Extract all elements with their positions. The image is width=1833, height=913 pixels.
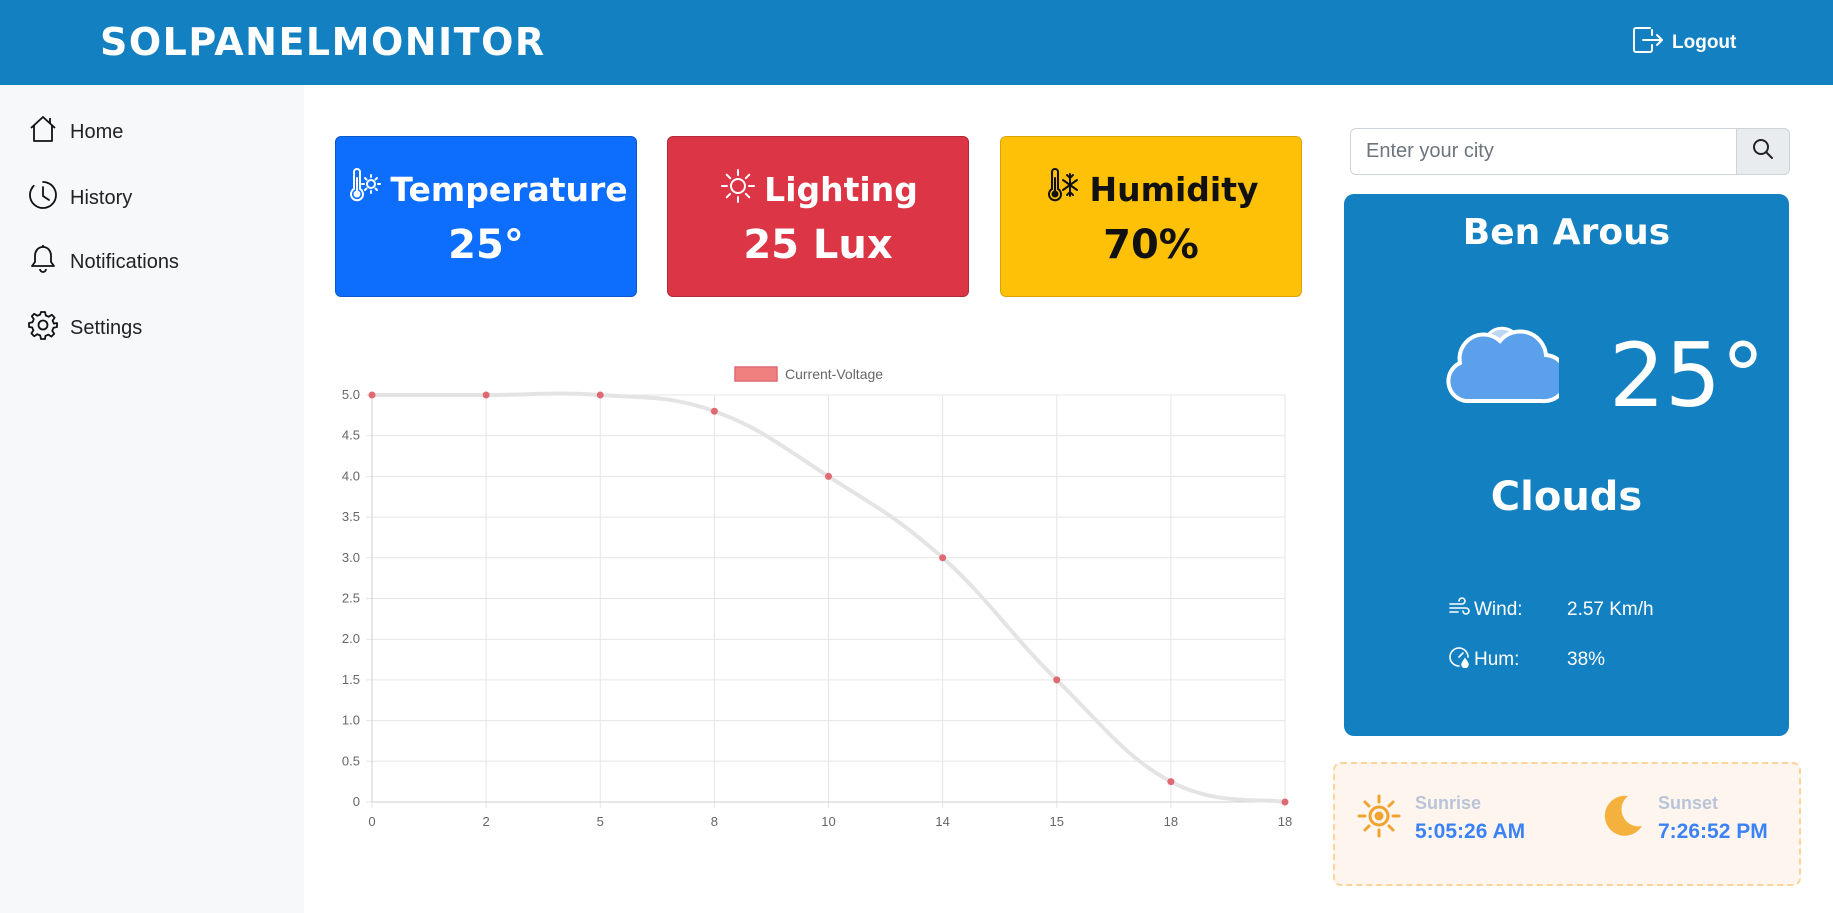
sidebar: Home History Notifications (0, 85, 304, 913)
thermometer-sun-icon (344, 166, 384, 214)
search-icon (1752, 138, 1774, 165)
logout-button[interactable]: Logout (1632, 25, 1737, 61)
data-point (939, 554, 947, 562)
data-point (368, 391, 376, 399)
city-search-input[interactable] (1350, 128, 1737, 175)
sidebar-item-label: Home (70, 120, 124, 143)
logout-label: Logout (1672, 32, 1737, 53)
y-tick-label: 5.0 (342, 387, 360, 402)
sidebar-item-notifications[interactable]: Notifications (28, 245, 179, 279)
wind-icon (1448, 596, 1474, 624)
search-button[interactable] (1737, 128, 1790, 175)
sun-icon (718, 166, 758, 214)
series-line (371, 391, 1286, 804)
card-title: Humidity (1089, 170, 1259, 209)
gauge-drop-icon (1448, 646, 1474, 674)
y-tick-label: 0 (353, 794, 360, 809)
sunrise-time: 5:05:26 AM (1415, 820, 1526, 843)
y-tick-label: 4.5 (342, 428, 360, 443)
data-point (596, 391, 604, 399)
y-tick-label: 3.5 (342, 509, 360, 524)
card-value: 70% (1103, 221, 1199, 268)
legend-label: Current-Voltage (785, 366, 883, 382)
card-title: Lighting (764, 170, 918, 209)
wind-label: Wind: (1474, 599, 1523, 620)
card-title: Temperature (390, 170, 628, 209)
humidity-label: Hum: (1474, 649, 1520, 670)
city-search (1350, 128, 1790, 175)
lighting-card: Lighting 25 Lux (667, 136, 969, 297)
chart-canvas: 0 0.5 1.0 1.5 2.0 2.5 3.0 3.5 4.0 4.5 5.0 0 2 5 8 10 14 1… (342, 366, 1292, 829)
data-point (1167, 778, 1175, 786)
y-tick-label: 4.0 (342, 468, 360, 483)
sidebar-item-label: Notifications (70, 250, 179, 273)
data-point (1281, 798, 1289, 806)
bell-icon (28, 244, 58, 280)
sunrise-sunset-panel: Sunrise 5:05:26 AM Sunset 7:26:52 PM (1333, 762, 1801, 886)
city-name: Ben Arous (1462, 212, 1671, 253)
sidebar-item-label: Settings (70, 316, 143, 339)
card-value: 25° (448, 221, 524, 268)
x-tick-label: 18 (1278, 814, 1292, 829)
y-tick-label: 3.0 (342, 550, 360, 565)
x-tick-label: 5 (597, 814, 604, 829)
humidity-row: Hum: 38% (1448, 646, 1605, 674)
cloud-icon (1444, 306, 1570, 406)
y-tick-label: 2.5 (342, 591, 360, 606)
legend-swatch (734, 366, 778, 382)
gear-icon (28, 310, 58, 346)
clock-icon (28, 180, 58, 216)
moon-icon (1598, 792, 1646, 845)
weather-temperature: 25° (1609, 324, 1765, 427)
y-tick-label: 1.0 (342, 713, 360, 728)
weather-condition: Clouds (1490, 474, 1643, 520)
data-point (1053, 676, 1061, 684)
sidebar-item-settings[interactable]: Settings (28, 311, 142, 345)
x-tick-label: 18 (1164, 814, 1178, 829)
data-point (825, 472, 832, 480)
brand-title: SOLPANELMONITOR (100, 20, 546, 64)
top-navbar: SOLPANELMONITOR Logout (0, 0, 1833, 85)
sunset-label: Sunset (1658, 793, 1719, 813)
sidebar-item-home[interactable]: Home (28, 115, 123, 149)
thermometer-snow-icon (1043, 166, 1083, 214)
sunset-time: 7:26:52 PM (1658, 820, 1768, 843)
sidebar-item-label: History (70, 186, 133, 209)
x-tick-label: 2 (483, 814, 490, 829)
x-tick-label: 8 (711, 814, 718, 829)
data-point (710, 407, 718, 415)
humidity-card: Humidity 70% (1000, 136, 1302, 297)
sunrise-sun-icon (1355, 792, 1403, 845)
x-tick-label: 10 (821, 814, 835, 829)
current-voltage-chart: 0 0.5 1.0 1.5 2.0 2.5 3.0 3.5 4.0 4.5 5.0 0 2 5 8 10 14 1… (320, 355, 1305, 855)
sunset-item: Sunset 7:26:52 PM (1598, 792, 1768, 845)
wind-value: 2.57 Km/h (1567, 599, 1654, 620)
y-tick-label: 2.0 (342, 631, 360, 646)
sunrise-item: Sunrise 5:05:26 AM (1355, 792, 1525, 845)
x-tick-label: 15 (1050, 814, 1064, 829)
humidity-value: 38% (1567, 649, 1606, 670)
y-tick-label: 0.5 (342, 753, 360, 768)
data-point (482, 391, 490, 399)
sidebar-item-history[interactable]: History (28, 181, 132, 215)
home-icon (28, 114, 58, 150)
sunrise-label: Sunrise (1415, 793, 1482, 813)
wind-row: Wind: 2.57 Km/h (1448, 596, 1654, 624)
card-value: 25 Lux (743, 221, 893, 268)
weather-card: Ben Arous 25° Clouds Wind: 2.57 Km/h Hum… (1344, 194, 1789, 736)
temperature-card: Temperature 25° (335, 136, 637, 297)
logout-icon (1632, 25, 1664, 61)
x-tick-label: 14 (935, 814, 949, 829)
y-tick-label: 1.5 (342, 672, 360, 687)
x-tick-label: 0 (368, 814, 375, 829)
